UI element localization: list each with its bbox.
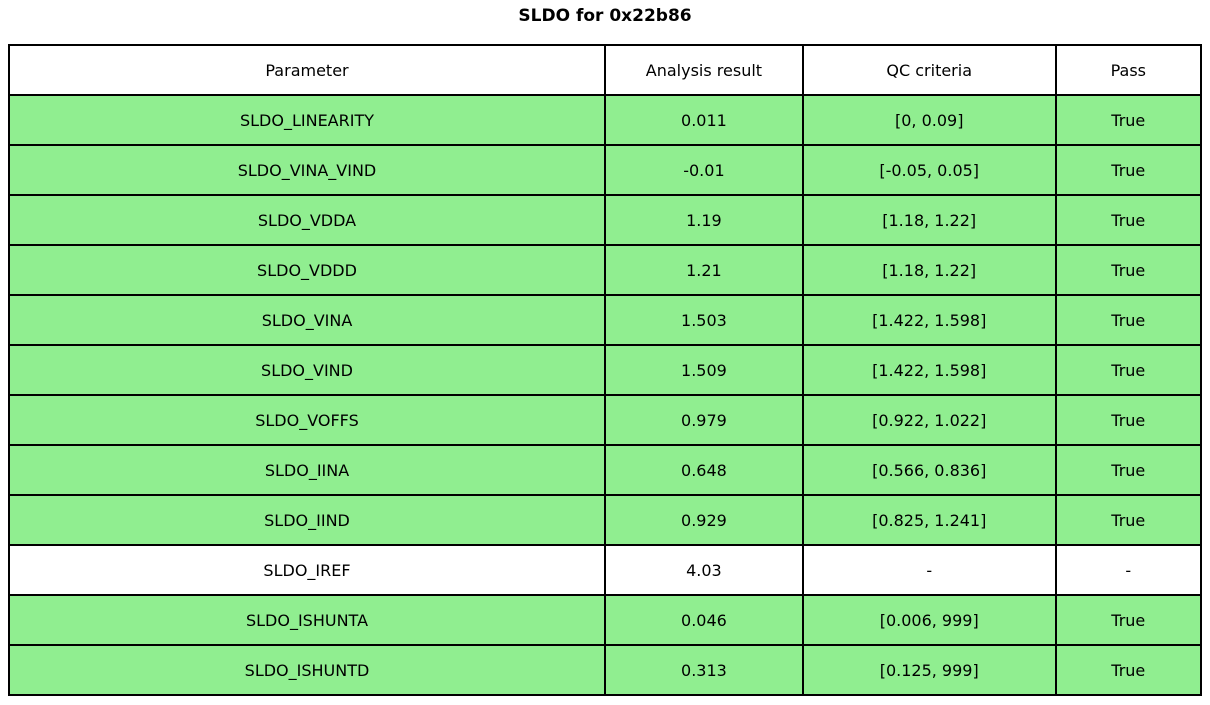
cell-parameter: SLDO_ISHUNTA	[8, 594, 606, 646]
cell-parameter: SLDO_IIND	[8, 494, 606, 546]
table-row: SLDO_IINA 0.648 [0.566, 0.836] True	[8, 444, 1203, 496]
cell-parameter: SLDO_ISHUNTD	[8, 644, 606, 696]
cell-parameter: SLDO_IREF	[8, 544, 606, 596]
table-row: SLDO_VOFFS 0.979 [0.922, 1.022] True	[8, 394, 1203, 446]
column-header: Pass	[1054, 44, 1203, 96]
cell-qc-criteria: -	[801, 544, 1057, 596]
cell-pass: -	[1054, 544, 1203, 596]
cell-qc-criteria: [1.18, 1.22]	[801, 244, 1057, 296]
cell-parameter: SLDO_VIND	[8, 344, 606, 396]
cell-pass: True	[1054, 444, 1203, 496]
cell-analysis-result: 1.509	[604, 344, 804, 396]
cell-analysis-result: 1.21	[604, 244, 804, 296]
cell-analysis-result: 1.19	[604, 194, 804, 246]
table-row: SLDO_VINA 1.503 [1.422, 1.598] True	[8, 294, 1203, 346]
table-row: SLDO_VDDA 1.19 [1.18, 1.22] True	[8, 194, 1203, 246]
cell-parameter: SLDO_VDDD	[8, 244, 606, 296]
cell-pass: True	[1054, 194, 1203, 246]
cell-parameter: SLDO_VINA	[8, 294, 606, 346]
table-row: SLDO_ISHUNTA 0.046 [0.006, 999] True	[8, 594, 1203, 646]
cell-pass: True	[1054, 244, 1203, 296]
cell-analysis-result: 4.03	[604, 544, 804, 596]
table-row: SLDO_IREF 4.03- -	[8, 544, 1203, 596]
cell-parameter: SLDO_VOFFS	[8, 394, 606, 446]
cell-analysis-result: 0.648	[604, 444, 804, 496]
cell-pass: True	[1054, 594, 1203, 646]
cell-parameter: SLDO_LINEARITY	[8, 94, 606, 146]
cell-analysis-result: 0.046	[604, 594, 804, 646]
table-header: Parameter Analysis result QC criteria Pass	[8, 44, 1203, 96]
cell-pass: True	[1054, 394, 1203, 446]
column-header: Parameter	[8, 44, 606, 96]
cell-parameter: SLDO_IINA	[8, 444, 606, 496]
cell-qc-criteria: [0.566, 0.836]	[801, 444, 1057, 496]
cell-qc-criteria: [0.125, 999]	[801, 644, 1057, 696]
table-row: SLDO_VINA_VIND -0.01 [-0.05, 0.05] True	[8, 144, 1203, 196]
table-row: SLDO_ISHUNTD 0.313 [0.125, 999] True	[8, 644, 1203, 696]
cell-pass: True	[1054, 94, 1203, 146]
cell-analysis-result: 0.929	[604, 494, 804, 546]
cell-qc-criteria: [0.825, 1.241]	[801, 494, 1057, 546]
cell-analysis-result: 0.979	[604, 394, 804, 446]
cell-pass: True	[1054, 644, 1203, 696]
cell-analysis-result: 0.313	[604, 644, 804, 696]
cell-pass: True	[1054, 144, 1203, 196]
column-header: QC criteria	[801, 44, 1057, 96]
cell-analysis-result: 0.011	[604, 94, 804, 146]
cell-parameter: SLDO_VDDA	[8, 194, 606, 246]
cell-analysis-result: -0.01	[604, 144, 804, 196]
cell-pass: True	[1054, 494, 1203, 546]
cell-analysis-result: 1.503	[604, 294, 804, 346]
cell-parameter: SLDO_VINA_VIND	[8, 144, 606, 196]
cell-qc-criteria: [0, 0.09]	[801, 94, 1057, 146]
cell-qc-criteria: [1.18, 1.22]	[801, 194, 1057, 246]
table-row: SLDO_LINEARITY 0.011 [0, 0.09] True	[8, 94, 1203, 146]
qc-results-table: Parameter Analysis result QC criteria Pass …	[8, 44, 1203, 696]
table-row: SLDO_VIND 1.509 [1.422, 1.598] True	[8, 344, 1203, 396]
cell-qc-criteria: [1.422, 1.598]	[801, 294, 1057, 346]
column-header: Analysis result	[604, 44, 804, 96]
cell-qc-criteria: [1.422, 1.598]	[801, 344, 1057, 396]
table-row: SLDO_VDDD 1.21 [1.18, 1.22] True	[8, 244, 1203, 296]
table-row: SLDO_IIND 0.929 [0.825, 1.241] True	[8, 494, 1203, 546]
table-header-row: Parameter Analysis result QC criteria Pass	[8, 44, 1203, 96]
page-title: SLDO for 0x22b86	[518, 6, 692, 26]
cell-qc-criteria: [0.006, 999]	[801, 594, 1057, 646]
table-body: SLDO_LINEARITY 0.011 [0, 0.09] True SLDO_VIN…	[8, 94, 1203, 696]
cell-pass: True	[1054, 294, 1203, 346]
cell-pass: True	[1054, 344, 1203, 396]
cell-qc-criteria: [-0.05, 0.05]	[801, 144, 1057, 196]
cell-qc-criteria: [0.922, 1.022]	[801, 394, 1057, 446]
